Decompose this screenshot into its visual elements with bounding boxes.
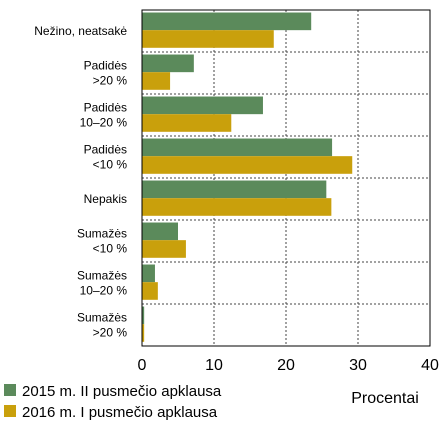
y-tick-label-line: <10 % (93, 158, 128, 172)
legend-swatch (4, 405, 16, 417)
x-tick-label: 10 (205, 357, 223, 374)
bar (142, 138, 333, 157)
legend-label: 2015 m. II pusmečio apklausa (22, 383, 222, 400)
x-axis-label: Procentai (351, 390, 419, 407)
y-tick-label: Padidės >20 % (84, 59, 128, 88)
y-tick-label-line: Nežino, neatsakė (34, 24, 127, 38)
y-tick-label: Padidės 10–20 % (80, 101, 128, 130)
legend-swatch (4, 384, 16, 396)
y-tick-label: Padidės <10 % (84, 143, 128, 172)
plot-frame (141, 9, 431, 347)
y-tick-label-line: Sumažės (77, 227, 127, 241)
y-tick-label-line: Sumažės (77, 311, 127, 325)
y-tick-label: Nežino, neatsakė (34, 24, 127, 38)
y-tick-label: Nepakis (84, 192, 127, 206)
y-tick-label-line: >20 % (93, 74, 128, 88)
bar (142, 180, 327, 199)
legend-label: 2016 m. I pusmečio apklausa (22, 404, 218, 421)
bar (142, 72, 171, 90)
bar (142, 222, 178, 241)
y-tick-label: Sumažės >20 % (77, 311, 127, 340)
y-tick-label-line: <10 % (93, 242, 128, 256)
y-tick-label: Sumažės <10 % (77, 227, 127, 256)
x-tick-label: 40 (421, 357, 439, 374)
bar (142, 114, 232, 132)
bar (142, 156, 353, 174)
bar (142, 240, 186, 258)
y-tick-label-line: 10–20 % (80, 284, 128, 298)
y-tick-label-line: Nepakis (84, 192, 127, 206)
y-tick-label-line: >20 % (93, 326, 128, 340)
bar (142, 324, 145, 342)
x-tick-label: 0 (138, 357, 147, 374)
bar (142, 306, 145, 325)
y-tick-label-line: Sumažės (77, 269, 127, 283)
bar (142, 264, 155, 283)
y-tick-label-line: Padidės (84, 101, 127, 115)
bar (142, 198, 332, 216)
bar (142, 96, 263, 115)
bar (142, 12, 312, 31)
y-tick-label-line: 10–20 % (80, 116, 128, 130)
y-tick-label-line: Padidės (84, 59, 127, 73)
x-tick-label: 30 (349, 357, 367, 374)
bar (142, 30, 274, 48)
x-tick-label: 20 (277, 357, 295, 374)
bar (142, 282, 158, 300)
y-tick-label-line: Padidės (84, 143, 127, 157)
bar (142, 54, 194, 73)
y-tick-label: Sumažės 10–20 % (77, 269, 127, 298)
